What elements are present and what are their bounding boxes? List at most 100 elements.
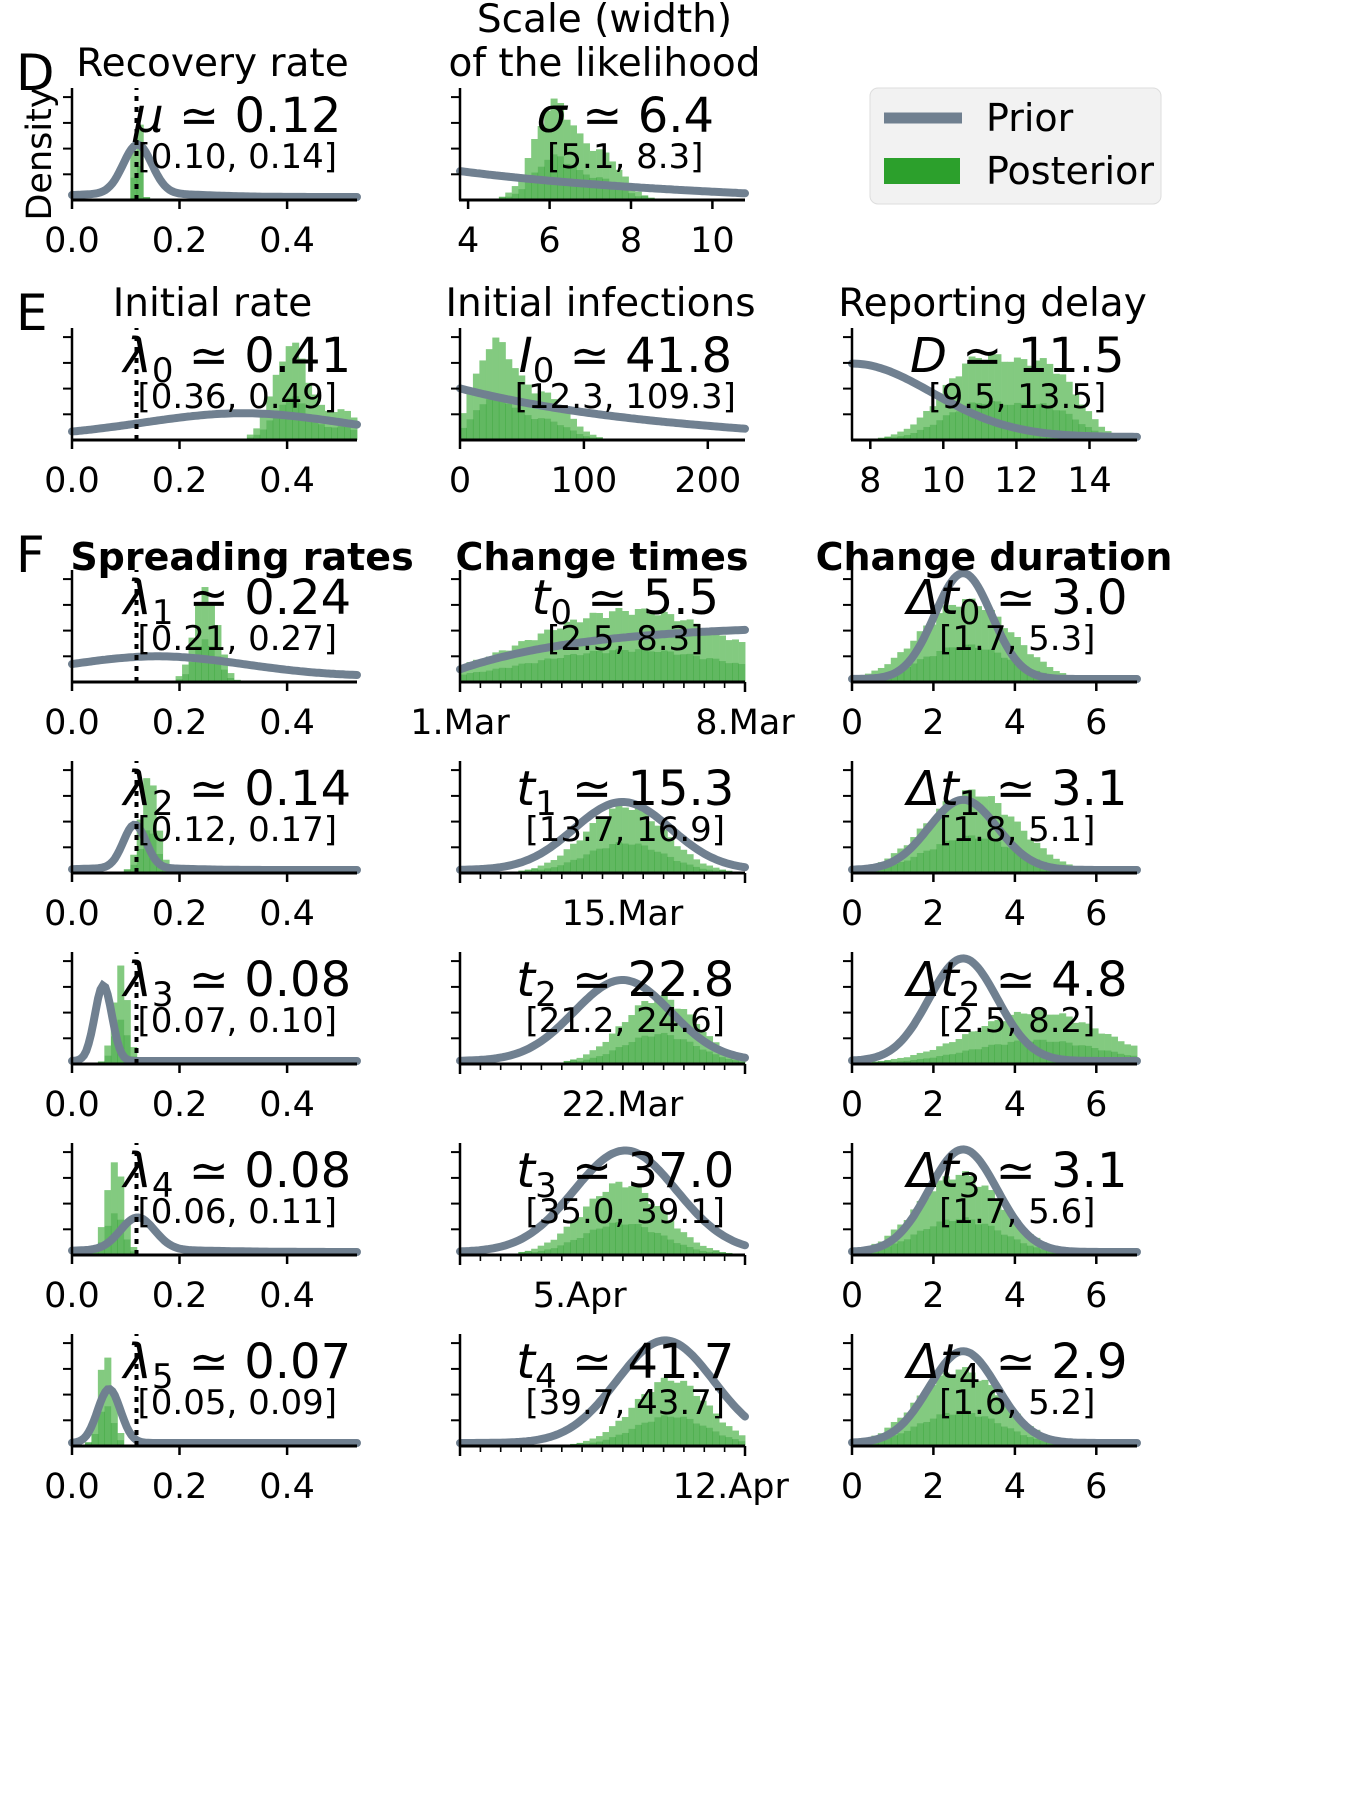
posterior-bar-light: [615, 608, 623, 649]
posterior-bar-light: [1046, 667, 1054, 676]
posterior-bar-light: [936, 1180, 944, 1222]
posterior-bar-light: [968, 356, 976, 403]
posterior-bar-light: [621, 611, 629, 651]
posterior-bar-light: [1026, 365, 1034, 407]
posterior-bar-light: [589, 823, 597, 851]
posterior-bar-light: [673, 846, 681, 861]
credible-interval: [5.1, 8.3]: [547, 137, 703, 177]
prior-curve: [848, 1347, 1141, 1447]
prior-curve: [456, 976, 749, 1065]
posterior-bar-light: [1033, 360, 1041, 405]
posterior-bar-light: [344, 410, 351, 427]
subplot-title: Scale (width): [477, 0, 732, 42]
posterior-bar-light: [942, 605, 950, 648]
posterior-bar-light: [667, 1220, 675, 1240]
posterior-bar: [712, 1250, 720, 1255]
posterior-bar-light: [732, 1430, 739, 1440]
x-tick-label: 0.4: [259, 894, 315, 934]
subplot-4: 8 10 12 14 D ≃ 11.5[9.5, 13.5] Reporting dela…: [838, 281, 1147, 501]
posterior-bar-light: [615, 169, 623, 187]
posterior-bar-light: [1039, 848, 1047, 862]
posterior-bar-light: [975, 606, 982, 648]
posterior-bar-light: [201, 587, 209, 640]
estimate-label: Δt1 ≃ 3.1: [903, 761, 1127, 824]
posterior-bar-light: [929, 1191, 937, 1227]
posterior-bar-light: [563, 849, 571, 863]
posterior-bar-light: [337, 409, 345, 427]
parameter-symbol: I: [519, 328, 533, 384]
credible-interval: [0.07, 0.10]: [138, 1001, 338, 1041]
posterior-bar-light: [1026, 1014, 1034, 1042]
posterior-bar-light: [479, 360, 487, 405]
prior-curve: [68, 409, 361, 436]
posterior-bar-light: [1033, 1009, 1041, 1040]
posterior-bar-light: [563, 411, 571, 428]
posterior-bar-light: [673, 621, 681, 655]
posterior-bar-light: [988, 1385, 995, 1419]
parameter-symbol: t: [516, 952, 537, 1008]
posterior-bar-light: [680, 1380, 688, 1417]
credible-interval: [13.7, 16.9]: [526, 810, 726, 850]
credible-interval: [0.10, 0.14]: [138, 137, 338, 177]
posterior-bar-light: [563, 119, 571, 164]
posterior-bar-light: [1013, 1220, 1021, 1240]
posterior-bar-light: [725, 640, 733, 664]
credible-interval: [1.6, 5.2]: [939, 1383, 1095, 1423]
posterior-bar-light: [929, 1385, 937, 1419]
x-tick-label: 8.Mar: [695, 703, 795, 743]
posterior-bar-light: [929, 624, 937, 657]
prior-curve: [456, 798, 749, 874]
parameter-symbol: λ: [120, 570, 151, 626]
subplot-5: 0.0 0.2 0.4 λ1 ≃ 0.24[0.21, 0.27]: [44, 570, 361, 743]
posterior-bar-light: [712, 1413, 720, 1432]
posterior-bar-light: [634, 1005, 642, 1038]
posterior-bar-light: [1046, 854, 1054, 865]
x-tick-label: 6: [1085, 703, 1107, 743]
estimate-label: Δt0 ≃ 3.0: [903, 570, 1127, 633]
posterior-bar-light: [272, 374, 280, 411]
posterior-bar-light: [725, 1426, 733, 1438]
posterior-bar-light: [942, 1176, 950, 1220]
parameter-symbol: t: [532, 570, 553, 626]
posterior-bar-light: [706, 865, 714, 870]
parameter-subscript: 2: [535, 975, 557, 1015]
posterior-bar-light: [1000, 1021, 1008, 1045]
posterior-bar-light: [634, 609, 642, 650]
x-tick-label: 0.0: [44, 1276, 100, 1316]
posterior-bar-light: [492, 337, 500, 394]
posterior-bar-light: [936, 1046, 944, 1057]
posterior-bar-light: [975, 358, 982, 404]
prior-curve: [456, 1336, 749, 1447]
posterior-bar-light: [557, 1233, 565, 1246]
parameter-symbol: t: [516, 761, 537, 817]
posterior-bar-light: [634, 1186, 642, 1224]
posterior-bar-light: [988, 1021, 995, 1045]
posterior-bar-light: [641, 1394, 649, 1423]
posterior-bar-light: [259, 416, 267, 430]
posterior-bar-light: [994, 1395, 1002, 1424]
posterior-bar-light: [608, 161, 616, 183]
posterior-bar-light: [968, 1031, 976, 1050]
parameter-value: ≃ 0.41: [174, 328, 352, 384]
posterior-bar-light: [1007, 361, 1015, 405]
posterior-bar-light: [1098, 426, 1106, 435]
posterior-bar-light: [712, 630, 720, 659]
posterior-bar-light: [968, 1175, 976, 1220]
credible-interval: [0.06, 0.11]: [138, 1192, 338, 1232]
subplot-9: 15.Mar t1 ≃ 15.3[13.7, 16.9]: [451, 761, 749, 934]
x-tick-label: 0: [841, 1085, 863, 1125]
subplot-title: Initial rate: [113, 281, 313, 326]
posterior-bar-light: [130, 854, 138, 865]
prior-curve: [848, 795, 1141, 874]
posterior-bar-light: [975, 1031, 982, 1050]
estimate-label: t4 ≃ 41.7: [516, 1334, 734, 1397]
estimate-label: σ ≃ 6.4: [537, 88, 715, 144]
posterior-bar-light: [994, 354, 1002, 402]
posterior-bar-light: [511, 368, 519, 408]
posterior-bar-light: [1098, 1033, 1106, 1051]
x-tick-label: 4: [1004, 1085, 1026, 1125]
prior-curve: [68, 820, 361, 874]
posterior-bar-light: [936, 613, 944, 652]
